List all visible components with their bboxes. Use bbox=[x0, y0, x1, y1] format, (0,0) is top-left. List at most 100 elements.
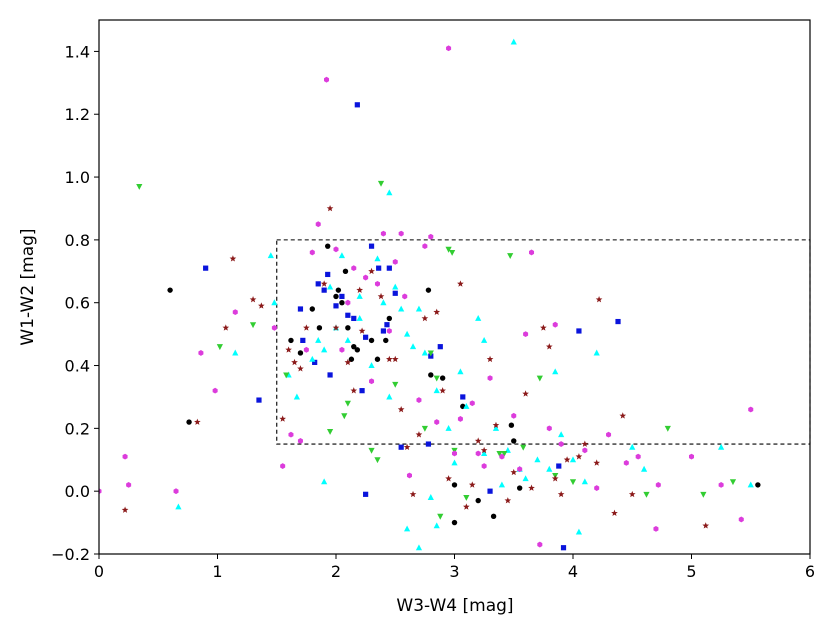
square-marker bbox=[256, 397, 262, 403]
circle-marker bbox=[339, 300, 345, 306]
star-marker bbox=[504, 497, 512, 504]
star-marker bbox=[194, 418, 201, 425]
star-marker bbox=[229, 255, 237, 262]
triangle-up-marker bbox=[498, 481, 505, 488]
triangle-up-marker bbox=[421, 349, 428, 356]
triangle-up-marker bbox=[344, 337, 351, 343]
triangle-up-marker bbox=[175, 503, 182, 510]
triangle-up-marker bbox=[380, 299, 387, 306]
triangle-up-marker bbox=[492, 424, 500, 431]
triangle-up-marker bbox=[392, 283, 399, 290]
triangle-up-marker bbox=[321, 478, 328, 485]
hexagon-marker bbox=[529, 249, 535, 256]
star-marker bbox=[611, 509, 618, 516]
triangle-up-marker bbox=[356, 293, 363, 299]
star-marker bbox=[563, 456, 571, 463]
star-marker bbox=[581, 440, 589, 447]
star-marker bbox=[522, 390, 529, 397]
circle-marker bbox=[342, 268, 349, 274]
hexagon-marker bbox=[198, 350, 204, 356]
triangle-down-marker bbox=[496, 450, 503, 457]
square-marker bbox=[363, 491, 369, 497]
star-marker bbox=[391, 355, 399, 363]
hexagon-marker bbox=[303, 346, 309, 353]
triangle-up-marker bbox=[718, 443, 725, 450]
triangle-down-marker bbox=[374, 457, 381, 464]
hexagon-marker bbox=[351, 265, 357, 272]
square-marker bbox=[398, 444, 404, 450]
circle-marker bbox=[186, 419, 192, 425]
hexagon-marker bbox=[280, 463, 286, 469]
star-marker bbox=[557, 490, 565, 498]
square-marker bbox=[297, 306, 304, 312]
triangle-up-marker bbox=[398, 305, 405, 312]
star-marker bbox=[249, 296, 257, 303]
hexagon-marker bbox=[406, 472, 412, 479]
square-marker bbox=[333, 303, 339, 309]
triangle-up-marker bbox=[433, 522, 440, 529]
star-marker bbox=[303, 324, 310, 331]
triangle-up-marker bbox=[433, 387, 440, 394]
hexagon-marker bbox=[517, 466, 523, 473]
hexagon-marker bbox=[655, 481, 661, 488]
star-marker bbox=[619, 412, 627, 419]
hexagon-marker bbox=[594, 485, 600, 491]
hexagon-marker bbox=[558, 441, 564, 447]
circle-marker bbox=[297, 350, 304, 356]
triangle-up-marker bbox=[404, 330, 411, 337]
hexagon-marker bbox=[315, 221, 321, 228]
hexagon-marker bbox=[457, 416, 463, 422]
series-hexagon bbox=[99, 45, 754, 548]
triangle-up-marker bbox=[368, 362, 375, 369]
hexagon-marker bbox=[653, 525, 659, 532]
circle-marker bbox=[167, 287, 173, 293]
triangle-up-marker bbox=[546, 465, 553, 472]
triangle-up-marker bbox=[374, 255, 381, 262]
circle-marker bbox=[755, 482, 761, 488]
hexagon-marker bbox=[434, 419, 440, 425]
triangle-up-marker bbox=[232, 349, 239, 356]
star-marker bbox=[368, 267, 375, 275]
triangle-up-marker bbox=[581, 478, 588, 485]
star-marker bbox=[222, 324, 230, 331]
triangle-up-marker bbox=[593, 349, 600, 356]
triangle-down-marker bbox=[507, 253, 514, 259]
triangle-down-marker bbox=[643, 491, 650, 498]
hexagon-marker bbox=[212, 387, 218, 394]
circle-marker bbox=[345, 325, 351, 331]
triangle-up-marker bbox=[575, 528, 583, 535]
star-marker bbox=[492, 421, 500, 429]
star-marker bbox=[593, 459, 601, 466]
square-marker bbox=[363, 334, 369, 340]
triangle-up-marker bbox=[534, 456, 541, 463]
hexagon-marker bbox=[363, 274, 369, 281]
star-marker bbox=[350, 387, 358, 394]
hexagon-marker bbox=[748, 406, 754, 413]
x-tick-label: 0 bbox=[94, 562, 104, 581]
circle-marker bbox=[368, 337, 375, 344]
hexagon-marker bbox=[428, 233, 434, 240]
triangle-up-marker bbox=[309, 355, 316, 362]
circle-marker bbox=[335, 287, 342, 293]
x-axis-ticks: 0 1 2 3 4 5 6 bbox=[94, 554, 815, 581]
triangle-up-marker bbox=[427, 494, 434, 500]
triangle-down-marker bbox=[569, 479, 577, 486]
triangle-down-marker bbox=[136, 183, 143, 190]
circle-marker bbox=[383, 337, 389, 344]
star-marker bbox=[439, 387, 446, 394]
star-marker bbox=[344, 358, 352, 366]
square-marker bbox=[203, 265, 209, 271]
star-marker bbox=[332, 324, 340, 331]
hexagon-marker bbox=[451, 450, 458, 457]
circle-marker bbox=[386, 315, 393, 322]
star-marker bbox=[540, 324, 547, 331]
square-marker bbox=[359, 388, 365, 394]
square-marker bbox=[368, 243, 375, 249]
y-tick-label: 1.2 bbox=[65, 105, 90, 124]
circle-marker bbox=[348, 356, 355, 362]
triangle-up-marker bbox=[404, 525, 411, 532]
plot-area-background bbox=[99, 20, 810, 554]
triangle-up-marker bbox=[747, 481, 754, 488]
star-marker bbox=[474, 437, 482, 444]
star-marker bbox=[397, 406, 405, 413]
